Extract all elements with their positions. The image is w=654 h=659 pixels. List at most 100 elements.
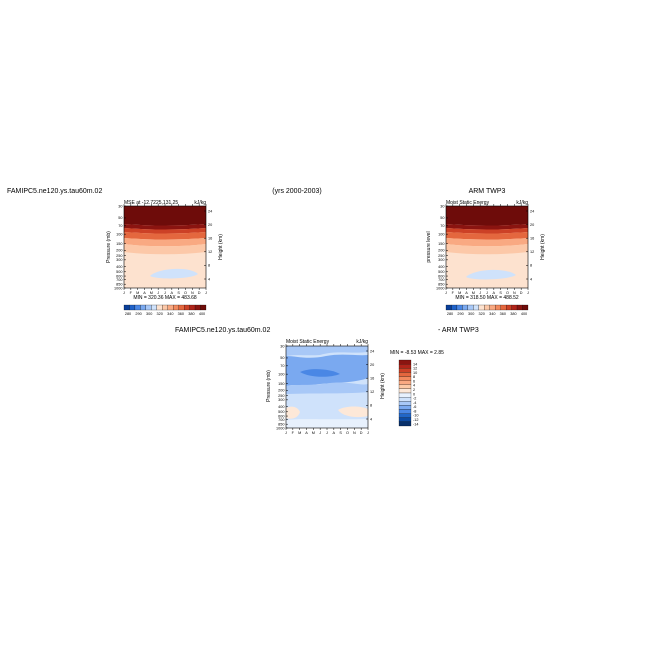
colorbar-swatch — [516, 304, 523, 311]
colorbar-swatch — [398, 413, 412, 418]
month-tick-label: J — [123, 291, 125, 295]
height-tick-label: 16 — [370, 377, 374, 381]
colorbar-label: 2 — [413, 388, 415, 392]
colorbar-label: 340 — [167, 312, 173, 316]
height-tick-label: 16 — [208, 237, 212, 241]
colorbar-swatch — [398, 409, 412, 414]
colorbar-swatch — [398, 376, 412, 381]
month-tick-label: D — [520, 291, 523, 295]
pressure-tick-label: 400 — [278, 405, 284, 409]
month-tick-label: O — [184, 291, 187, 295]
height-tick-label: 20 — [370, 363, 374, 367]
pressure-tick-label: 850 — [278, 422, 284, 426]
model-plot-title-left: MSE at -12.7225,131.25 — [124, 200, 178, 206]
height-tick-label: 12 — [208, 250, 212, 254]
pressure-tick-label: 30 — [118, 204, 122, 208]
colorbar-swatch — [134, 304, 141, 311]
month-tick-label: M — [312, 431, 315, 435]
pressure-tick-label: 1000 — [114, 286, 122, 290]
pressure-tick-label: 850 — [116, 282, 122, 286]
obs-ylabel-right: Height (km) — [540, 234, 546, 260]
colorbar-swatch — [398, 364, 412, 369]
month-tick-label: M — [136, 291, 139, 295]
colorbar-swatch — [184, 304, 190, 311]
pressure-tick-label: 600 — [438, 274, 444, 278]
month-tick-label: N — [513, 291, 516, 295]
pressure-tick-label: 300 — [116, 258, 122, 262]
colorbar-swatch — [398, 392, 412, 398]
colorbar-swatch — [398, 380, 412, 385]
colorbar-swatch — [194, 304, 201, 311]
colorbar-swatch — [167, 304, 174, 311]
colorbar-swatch — [473, 304, 479, 311]
colorbar-swatch — [178, 304, 185, 311]
colorbar-label: -2 — [413, 397, 416, 401]
model-panel: MSE at -12.7225,131.25 kJ/kg Pressure (m… — [106, 200, 224, 316]
colorbar-label: 12 — [413, 367, 417, 371]
month-tick-label: F — [452, 291, 455, 295]
pressure-tick-label: 1000 — [436, 286, 444, 290]
month-tick-label: S — [499, 291, 502, 295]
obs-stats: MIN = 318.50 MAX = 488.52 — [455, 295, 519, 301]
center-title: (yrs 2000-2003) — [272, 188, 321, 195]
left-title: FAMIPC5.ne120.ys.tau60m.02 — [7, 188, 102, 195]
pressure-tick-label: 250 — [438, 254, 444, 258]
diff-plot-title-left: Moist Static Energy — [286, 339, 330, 345]
pressure-tick-label: 400 — [116, 265, 122, 269]
obs-ylabel: pressure level — [426, 231, 432, 262]
obs-plot-title-right: kJ/kg — [516, 200, 528, 206]
colorbar-swatch — [129, 304, 136, 311]
month-tick-label: A — [333, 431, 336, 435]
pressure-tick-label: 1000 — [276, 426, 284, 430]
month-tick-label: A — [143, 291, 146, 295]
month-tick-label: A — [171, 291, 174, 295]
right-title: ARM TWP3 — [469, 188, 506, 195]
month-tick-label: J — [486, 291, 488, 295]
colorbar-swatch — [467, 304, 474, 311]
pressure-tick-label: 400 — [438, 265, 444, 269]
colorbar-label: 290 — [457, 312, 463, 316]
height-tick-label: 4 — [370, 417, 372, 421]
pressure-tick-label: 100 — [278, 372, 284, 376]
colorbar-swatch — [451, 304, 458, 311]
colorbar-swatch — [500, 304, 507, 311]
month-tick-label: D — [360, 431, 363, 435]
month-tick-label: O — [506, 291, 509, 295]
colorbar-swatch — [522, 304, 529, 311]
colorbar-swatch — [173, 304, 179, 311]
pressure-tick-label: 500 — [278, 410, 284, 414]
month-tick-label: A — [305, 431, 308, 435]
pressure-tick-label: 150 — [278, 382, 284, 386]
pressure-tick-label: 200 — [278, 389, 284, 393]
month-tick-label: J — [479, 291, 481, 295]
height-tick-label: 20 — [530, 223, 534, 227]
pressure-tick-label: 250 — [278, 394, 284, 398]
colorbar-swatch — [398, 372, 412, 377]
colorbar-swatch — [506, 304, 512, 311]
colorbar-label: 300 — [468, 312, 474, 316]
colorbar-swatch — [123, 304, 130, 311]
colorbar-swatch — [478, 304, 485, 311]
pressure-tick-label: 500 — [438, 270, 444, 274]
height-tick-label: 8 — [370, 404, 372, 408]
pressure-tick-label: 300 — [438, 258, 444, 262]
colorbar-label: -4 — [413, 401, 416, 405]
colorbar-swatch — [398, 405, 412, 410]
model-plot-area — [123, 205, 207, 289]
pressure-tick-label: 70 — [440, 224, 444, 228]
colorbar-swatch — [145, 304, 152, 311]
month-tick-label: J — [326, 431, 328, 435]
month-tick-label: M — [298, 431, 301, 435]
colorbar-label: 10 — [413, 371, 417, 375]
colorbar-label: 360 — [500, 312, 506, 316]
month-tick-label: S — [339, 431, 342, 435]
pressure-tick-label: 150 — [438, 242, 444, 246]
month-tick-label: J — [319, 431, 321, 435]
height-tick-label: 8 — [530, 264, 532, 268]
pressure-tick-label: 30 — [440, 204, 444, 208]
month-tick-label: N — [353, 431, 356, 435]
month-tick-label: S — [177, 291, 180, 295]
height-tick-label: 4 — [530, 277, 532, 281]
colorbar-label: 320 — [479, 312, 485, 316]
